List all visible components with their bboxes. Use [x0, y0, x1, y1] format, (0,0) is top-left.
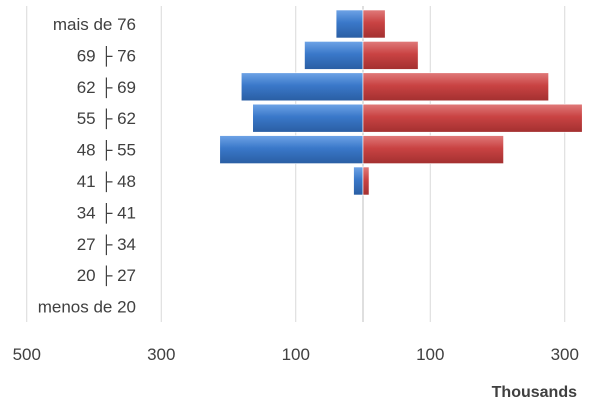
x-axis-title: Thousands	[492, 384, 577, 401]
bar-left-1	[304, 41, 364, 70]
x-tick-label-0: 500	[13, 345, 41, 364]
x-tick-label-3: 100	[416, 345, 444, 364]
category-label-9: menos de 20	[38, 298, 136, 317]
category-label-8: 20 ├ 27	[77, 265, 136, 287]
bars	[219, 9, 583, 196]
x-tick-label-2: 100	[282, 345, 310, 364]
category-label-1: 69 ├ 76	[77, 45, 136, 67]
bar-right-1	[362, 41, 419, 70]
x-tick-labels: 500 300 100 100 300	[13, 345, 579, 364]
bar-left-0	[335, 9, 364, 39]
bar-right-3	[362, 103, 583, 133]
bar-left-5	[353, 166, 364, 196]
bar-right-0	[362, 9, 386, 39]
bar-right-5	[362, 166, 370, 196]
bar-right-2	[362, 72, 549, 102]
category-label-2: 62 ├ 69	[77, 77, 136, 99]
bar-right-4	[362, 135, 504, 164]
x-tick-label-4: 300	[551, 345, 579, 364]
x-tick-label-1: 300	[147, 345, 175, 364]
category-label-3: 55 ├ 62	[77, 108, 136, 130]
bar-left-3	[252, 103, 364, 133]
category-label-0: mais de 76	[53, 15, 136, 34]
category-label-5: 41 ├ 48	[77, 171, 136, 193]
bar-left-4	[219, 135, 364, 164]
category-labels: mais de 76 69 ├ 76 62 ├ 69 55 ├ 62 48 ├ 55 41…	[38, 15, 136, 317]
category-label-7: 27 ├ 34	[77, 234, 136, 256]
bar-left-2	[240, 72, 364, 102]
category-label-4: 48 ├ 55	[77, 140, 136, 162]
category-label-6: 34 ├ 41	[77, 202, 136, 224]
